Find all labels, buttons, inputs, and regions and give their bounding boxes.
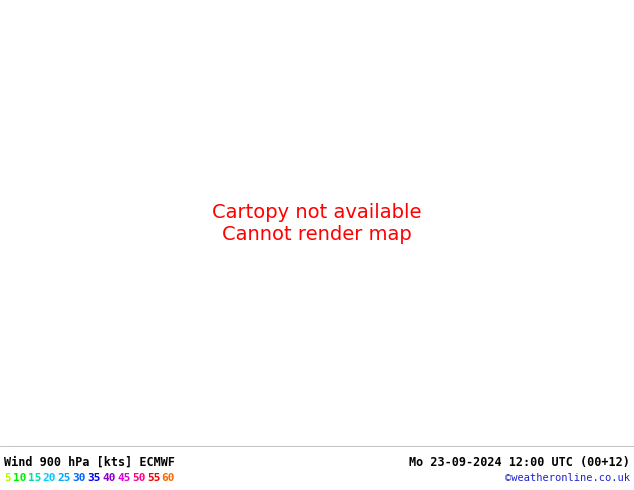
Text: 10: 10 (13, 473, 26, 483)
Text: 20: 20 (42, 473, 56, 483)
Text: Mo 23-09-2024 12:00 UTC (00+12): Mo 23-09-2024 12:00 UTC (00+12) (409, 456, 630, 469)
Text: Cartopy not available
Cannot render map: Cartopy not available Cannot render map (212, 203, 422, 244)
Text: 50: 50 (132, 473, 145, 483)
Text: 5: 5 (4, 473, 11, 483)
Text: 55: 55 (147, 473, 160, 483)
Text: 15: 15 (28, 473, 41, 483)
Text: Wind 900 hPa [kts] ECMWF: Wind 900 hPa [kts] ECMWF (4, 456, 175, 469)
Text: 45: 45 (117, 473, 131, 483)
Text: ©weatheronline.co.uk: ©weatheronline.co.uk (505, 473, 630, 483)
Text: 35: 35 (87, 473, 101, 483)
Text: 30: 30 (72, 473, 86, 483)
Text: 60: 60 (162, 473, 175, 483)
Text: 25: 25 (58, 473, 71, 483)
Text: 40: 40 (102, 473, 115, 483)
